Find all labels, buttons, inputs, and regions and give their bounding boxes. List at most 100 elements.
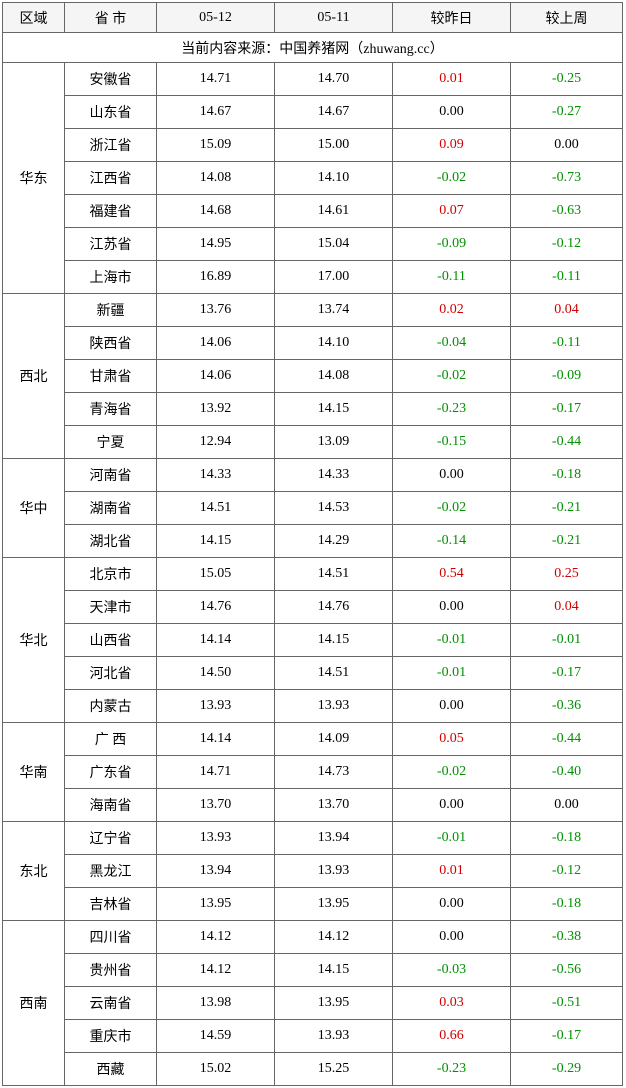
price-date2-cell: 14.09 xyxy=(275,723,393,756)
price-date2-cell: 13.70 xyxy=(275,789,393,822)
region-cell: 东北 xyxy=(3,822,65,921)
diff-yesterday-cell: -0.14 xyxy=(393,525,511,558)
table-row: 华北北京市15.0514.510.540.25 xyxy=(3,558,623,591)
diff-lastweek-cell: -0.09 xyxy=(511,360,623,393)
price-date1-cell: 16.89 xyxy=(157,261,275,294)
diff-lastweek-cell: 0.25 xyxy=(511,558,623,591)
diff-yesterday-cell: -0.02 xyxy=(393,492,511,525)
price-table: 区域 省 市 05-12 05-11 较昨日 较上周 当前内容来源：中国养猪网（… xyxy=(2,2,623,1086)
price-date1-cell: 14.71 xyxy=(157,63,275,96)
price-date2-cell: 13.93 xyxy=(275,855,393,888)
table-row: 海南省13.7013.700.000.00 xyxy=(3,789,623,822)
diff-yesterday-cell: -0.15 xyxy=(393,426,511,459)
price-date1-cell: 13.94 xyxy=(157,855,275,888)
diff-lastweek-cell: -0.18 xyxy=(511,888,623,921)
province-cell: 黑龙江 xyxy=(65,855,157,888)
province-cell: 安徽省 xyxy=(65,63,157,96)
diff-yesterday-cell: 0.00 xyxy=(393,789,511,822)
price-date1-cell: 15.05 xyxy=(157,558,275,591)
diff-lastweek-cell: -0.17 xyxy=(511,393,623,426)
price-date2-cell: 14.70 xyxy=(275,63,393,96)
price-date1-cell: 13.93 xyxy=(157,690,275,723)
table-row: 山西省14.1414.15-0.01-0.01 xyxy=(3,624,623,657)
diff-lastweek-cell: -0.12 xyxy=(511,228,623,261)
diff-lastweek-cell: -0.56 xyxy=(511,954,623,987)
price-date2-cell: 13.93 xyxy=(275,690,393,723)
price-date2-cell: 14.10 xyxy=(275,327,393,360)
diff-yesterday-cell: 0.07 xyxy=(393,195,511,228)
diff-lastweek-cell: -0.29 xyxy=(511,1053,623,1086)
table-row: 东北辽宁省13.9313.94-0.01-0.18 xyxy=(3,822,623,855)
col-region: 区域 xyxy=(3,3,65,33)
region-cell: 华北 xyxy=(3,558,65,723)
diff-yesterday-cell: 0.00 xyxy=(393,690,511,723)
province-cell: 浙江省 xyxy=(65,129,157,162)
province-cell: 四川省 xyxy=(65,921,157,954)
province-cell: 山东省 xyxy=(65,96,157,129)
price-date2-cell: 14.61 xyxy=(275,195,393,228)
diff-yesterday-cell: 0.00 xyxy=(393,888,511,921)
table-row: 上海市16.8917.00-0.11-0.11 xyxy=(3,261,623,294)
price-date1-cell: 14.50 xyxy=(157,657,275,690)
col-date2: 05-11 xyxy=(275,3,393,33)
price-date2-cell: 14.29 xyxy=(275,525,393,558)
province-cell: 河北省 xyxy=(65,657,157,690)
price-date2-cell: 14.67 xyxy=(275,96,393,129)
province-cell: 内蒙古 xyxy=(65,690,157,723)
table-row: 湖北省14.1514.29-0.14-0.21 xyxy=(3,525,623,558)
price-date1-cell: 15.09 xyxy=(157,129,275,162)
table-row: 甘肃省14.0614.08-0.02-0.09 xyxy=(3,360,623,393)
province-cell: 辽宁省 xyxy=(65,822,157,855)
price-date1-cell: 15.02 xyxy=(157,1053,275,1086)
diff-yesterday-cell: -0.23 xyxy=(393,393,511,426)
price-date1-cell: 13.70 xyxy=(157,789,275,822)
price-date1-cell: 14.71 xyxy=(157,756,275,789)
price-date1-cell: 13.76 xyxy=(157,294,275,327)
diff-yesterday-cell: 0.02 xyxy=(393,294,511,327)
diff-yesterday-cell: -0.03 xyxy=(393,954,511,987)
diff-lastweek-cell: -0.27 xyxy=(511,96,623,129)
diff-lastweek-cell: -0.17 xyxy=(511,657,623,690)
diff-yesterday-cell: 0.05 xyxy=(393,723,511,756)
price-date1-cell: 14.67 xyxy=(157,96,275,129)
price-date2-cell: 14.15 xyxy=(275,393,393,426)
table-row: 西北新疆13.7613.740.020.04 xyxy=(3,294,623,327)
table-row: 西南四川省14.1214.120.00-0.38 xyxy=(3,921,623,954)
diff-yesterday-cell: 0.00 xyxy=(393,459,511,492)
province-cell: 重庆市 xyxy=(65,1020,157,1053)
price-date1-cell: 14.33 xyxy=(157,459,275,492)
price-date2-cell: 14.73 xyxy=(275,756,393,789)
price-date2-cell: 13.74 xyxy=(275,294,393,327)
region-cell: 华中 xyxy=(3,459,65,558)
diff-lastweek-cell: -0.11 xyxy=(511,261,623,294)
price-date1-cell: 14.14 xyxy=(157,723,275,756)
table-row: 贵州省14.1214.15-0.03-0.56 xyxy=(3,954,623,987)
table-body: 当前内容来源：中国养猪网（zhuwang.cc） 华东安徽省14.7114.70… xyxy=(3,33,623,1086)
table-row: 西藏15.0215.25-0.23-0.29 xyxy=(3,1053,623,1086)
diff-lastweek-cell: -0.44 xyxy=(511,426,623,459)
diff-lastweek-cell: -0.44 xyxy=(511,723,623,756)
province-cell: 江西省 xyxy=(65,162,157,195)
price-date2-cell: 15.00 xyxy=(275,129,393,162)
price-date2-cell: 15.04 xyxy=(275,228,393,261)
price-date2-cell: 14.53 xyxy=(275,492,393,525)
source-cell: 当前内容来源：中国养猪网（zhuwang.cc） xyxy=(3,33,623,63)
province-cell: 广东省 xyxy=(65,756,157,789)
diff-yesterday-cell: 0.54 xyxy=(393,558,511,591)
table-row: 华南广 西14.1414.090.05-0.44 xyxy=(3,723,623,756)
diff-yesterday-cell: 0.00 xyxy=(393,591,511,624)
price-date2-cell: 15.25 xyxy=(275,1053,393,1086)
diff-yesterday-cell: 0.03 xyxy=(393,987,511,1020)
price-date1-cell: 14.08 xyxy=(157,162,275,195)
price-date1-cell: 14.95 xyxy=(157,228,275,261)
price-date2-cell: 14.15 xyxy=(275,624,393,657)
province-cell: 湖南省 xyxy=(65,492,157,525)
table-row: 重庆市14.5913.930.66-0.17 xyxy=(3,1020,623,1053)
diff-lastweek-cell: 0.04 xyxy=(511,591,623,624)
diff-yesterday-cell: -0.02 xyxy=(393,360,511,393)
price-date1-cell: 13.93 xyxy=(157,822,275,855)
col-date1: 05-12 xyxy=(157,3,275,33)
diff-lastweek-cell: -0.73 xyxy=(511,162,623,195)
province-cell: 北京市 xyxy=(65,558,157,591)
table-row: 宁夏12.9413.09-0.15-0.44 xyxy=(3,426,623,459)
